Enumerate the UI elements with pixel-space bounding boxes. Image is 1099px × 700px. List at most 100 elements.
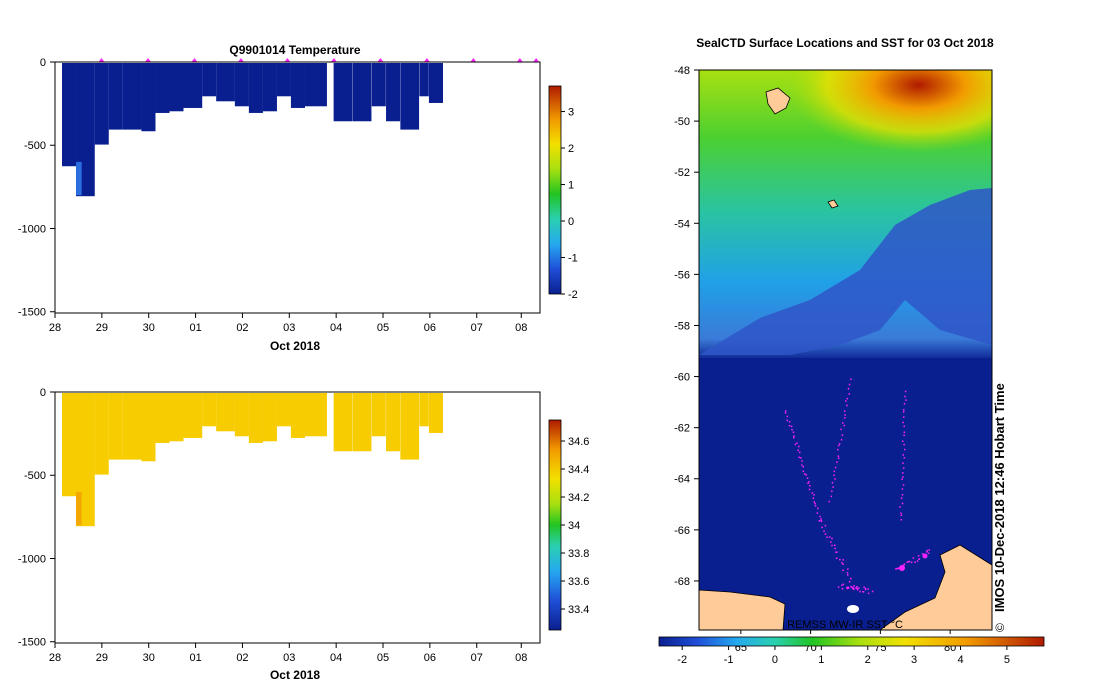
track-point <box>903 564 905 566</box>
profile-bar <box>216 63 235 102</box>
map-source-label: REMSS MW-IR SST °C <box>787 619 903 631</box>
track-point <box>831 544 833 547</box>
track-point <box>793 435 795 437</box>
track-point <box>834 544 836 546</box>
track-point <box>846 404 848 407</box>
x-tick-label: 06 <box>424 322 436 334</box>
track-point <box>798 445 800 448</box>
track-point <box>841 434 844 436</box>
salinity-xlabel: Oct 2018 <box>270 668 320 682</box>
profile-bar <box>122 393 142 460</box>
profile-bar <box>290 393 305 438</box>
profile-bar <box>248 63 263 113</box>
y-tick-label: -1000 <box>18 223 46 235</box>
track-point <box>926 549 929 552</box>
track-point <box>838 443 841 445</box>
track-point <box>900 512 902 515</box>
salinity-colorbar <box>548 419 562 631</box>
track-point <box>837 448 839 451</box>
x-tick-label: 05 <box>377 322 389 334</box>
track-point <box>803 473 806 475</box>
track-point <box>818 520 821 522</box>
track-point <box>844 414 846 416</box>
temperature-title: Q9901014 Temperature <box>229 43 361 57</box>
temperature-colorbar-ticks: -2 -1 0 1 2 3 <box>561 107 578 301</box>
x-tick-label: 05 <box>377 652 389 664</box>
track-point <box>808 488 811 491</box>
track-point <box>835 557 838 559</box>
track-point <box>807 482 809 485</box>
temperature-xlabel: Oct 2018 <box>270 339 320 353</box>
colorbar-tick-label: 33.8 <box>568 548 589 560</box>
track-point <box>837 455 840 457</box>
track-point <box>902 454 904 456</box>
colorbar-tick-label: 3 <box>568 107 574 119</box>
track-point <box>867 588 869 590</box>
x-tick-label: 01 <box>189 652 201 664</box>
y-tick-label: -500 <box>24 470 46 482</box>
track-point <box>843 410 846 412</box>
track-point <box>847 587 850 589</box>
colorbar-tick-label: -2 <box>568 289 578 301</box>
track-point <box>910 561 913 564</box>
profile-bar <box>183 393 203 438</box>
profile-bar <box>62 63 77 167</box>
track-point <box>812 497 815 499</box>
track-point <box>906 561 909 563</box>
lat-tick-label: -52 <box>674 167 690 179</box>
track-point <box>806 477 809 479</box>
lat-tick-label: -58 <box>674 320 690 332</box>
track-point <box>834 547 836 550</box>
track-point <box>902 462 904 464</box>
track-point <box>841 562 843 564</box>
track-point <box>856 585 858 588</box>
track-point <box>834 478 836 480</box>
lat-tick-label: -50 <box>674 116 690 128</box>
lat-tick-label: -66 <box>674 525 690 537</box>
surface-marker <box>144 58 151 62</box>
track-point <box>808 480 810 483</box>
profile-deep-patch <box>76 491 82 526</box>
track-point <box>901 488 904 490</box>
profile-bar <box>248 393 263 443</box>
seal-track <box>784 378 930 595</box>
track-point <box>846 574 849 576</box>
track-point <box>805 474 808 476</box>
surface-marker <box>237 58 244 62</box>
track-point <box>784 410 787 412</box>
track-point <box>830 495 833 498</box>
track-point <box>820 520 822 522</box>
track-point <box>850 577 852 580</box>
lat-tick-label: -54 <box>674 218 690 230</box>
x-tick-label: 08 <box>515 322 527 334</box>
track-point <box>792 431 795 434</box>
track-point <box>912 557 915 559</box>
track-point <box>871 590 874 593</box>
surface-marker <box>191 58 198 62</box>
track-point <box>798 456 800 459</box>
track-point <box>902 421 904 424</box>
track-point <box>902 411 905 413</box>
track-point <box>833 474 835 477</box>
x-tick-label: 04 <box>330 322 342 334</box>
profile-bar <box>428 63 443 103</box>
track-point <box>843 424 846 427</box>
track-point <box>814 505 817 507</box>
track-point <box>856 588 859 591</box>
lat-tick-label: -56 <box>674 269 690 281</box>
x-tick-label: 30 <box>143 322 155 334</box>
track-point <box>903 448 906 451</box>
profile-bar <box>371 63 386 107</box>
track-point <box>814 502 816 505</box>
profile-bar <box>108 63 123 130</box>
y-tick-label: -1500 <box>18 637 46 649</box>
track-cluster <box>899 565 905 571</box>
track-point <box>903 425 905 427</box>
island-heard <box>827 199 839 209</box>
profile-bar <box>155 63 170 113</box>
profile-bar <box>419 63 429 97</box>
track-point <box>788 421 791 423</box>
track-point <box>832 486 834 488</box>
track-point <box>798 451 801 454</box>
